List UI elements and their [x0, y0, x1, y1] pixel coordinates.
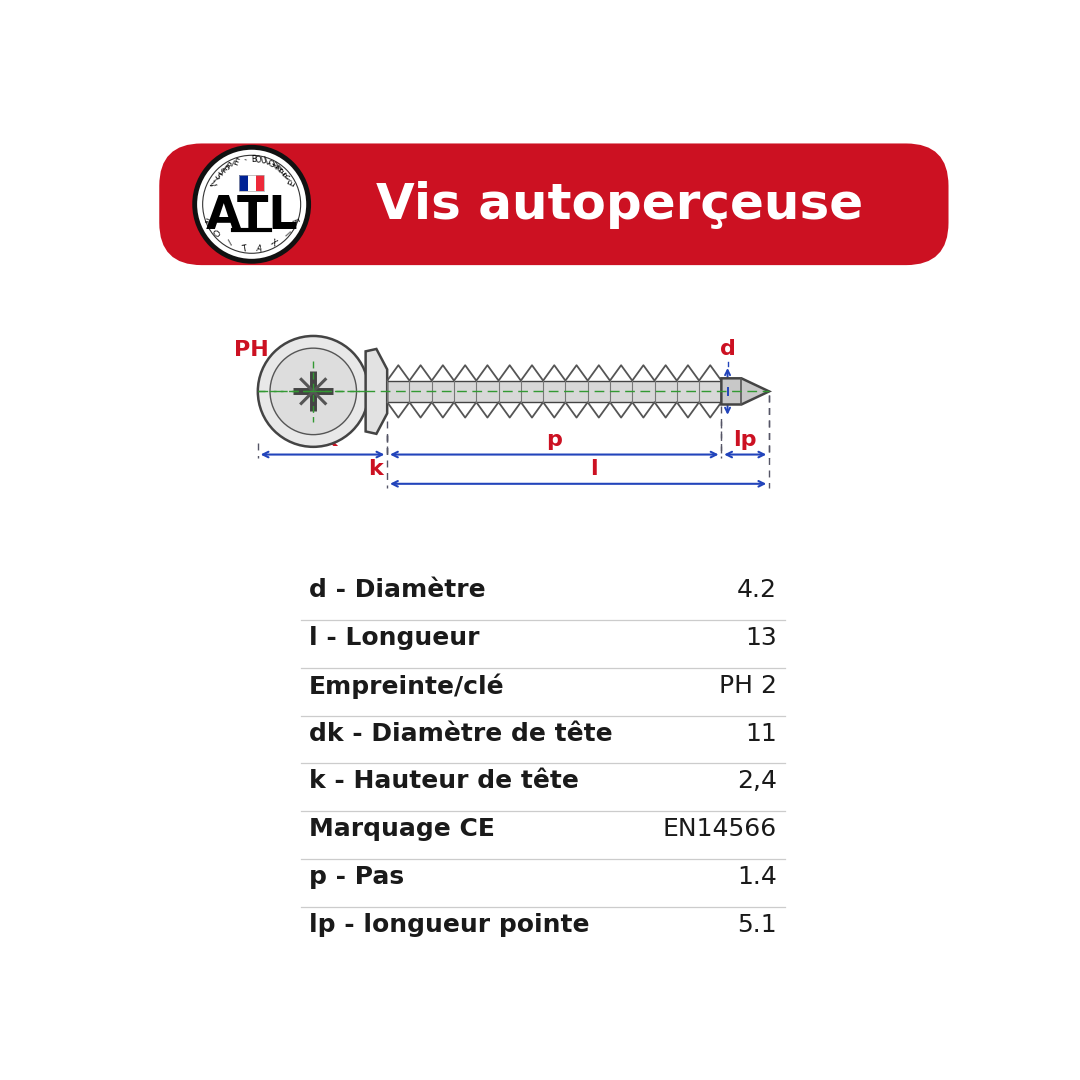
Text: O: O: [255, 154, 262, 165]
Text: ATL: ATL: [205, 194, 298, 239]
Text: lp: lp: [733, 430, 757, 450]
Text: E: E: [231, 158, 240, 167]
Text: I: I: [281, 230, 289, 238]
Polygon shape: [721, 378, 769, 405]
Text: EN14566: EN14566: [662, 818, 777, 841]
Text: l - Longueur: l - Longueur: [309, 626, 480, 650]
Text: Empreinte/clé: Empreinte/clé: [309, 673, 504, 699]
Text: l: l: [590, 459, 597, 480]
Text: Marquage CE: Marquage CE: [309, 818, 495, 841]
Text: O: O: [267, 159, 276, 170]
Text: 13: 13: [745, 626, 777, 650]
Text: 11: 11: [745, 721, 777, 745]
Text: d - Diamètre: d - Diamètre: [309, 579, 485, 603]
Text: I: I: [228, 160, 234, 168]
Text: T: T: [241, 244, 247, 254]
Text: S: S: [212, 171, 221, 180]
Text: E: E: [286, 179, 297, 188]
Text: 2,4: 2,4: [737, 769, 777, 794]
FancyBboxPatch shape: [159, 144, 948, 265]
Text: U: U: [259, 156, 268, 166]
Text: R: R: [222, 161, 232, 172]
Text: d: d: [719, 339, 735, 359]
Text: S: S: [215, 167, 225, 177]
Text: N: N: [275, 164, 285, 175]
Text: k: k: [368, 459, 382, 480]
Polygon shape: [366, 349, 387, 434]
Text: N: N: [204, 217, 215, 226]
Text: I: I: [227, 239, 233, 248]
Text: Vis autoperçeuse: Vis autoperçeuse: [377, 181, 864, 229]
Bar: [240, 175, 264, 191]
Text: k - Hauteur de tête: k - Hauteur de tête: [309, 769, 579, 794]
Text: I: I: [210, 176, 218, 184]
Text: lp - longueur pointe: lp - longueur pointe: [309, 913, 590, 936]
Text: I: I: [285, 176, 294, 184]
Text: PH 2: PH 2: [719, 674, 777, 698]
Bar: [256, 175, 264, 191]
Text: F: F: [288, 217, 298, 225]
Text: X: X: [269, 239, 279, 248]
Text: p - Pas: p - Pas: [309, 865, 404, 889]
Text: -: -: [243, 156, 246, 164]
Text: dk - Diamètre de tête: dk - Diamètre de tête: [309, 721, 612, 745]
Text: 1.4: 1.4: [737, 865, 777, 889]
Text: 5.1: 5.1: [738, 913, 777, 936]
Text: E: E: [218, 164, 228, 174]
Text: L: L: [265, 158, 271, 167]
Text: R: R: [282, 171, 292, 181]
Text: 4.2: 4.2: [737, 579, 777, 603]
Text: A: A: [256, 244, 262, 254]
Text: p: p: [546, 430, 563, 450]
Text: E: E: [279, 167, 288, 177]
Circle shape: [258, 336, 368, 447]
Circle shape: [270, 348, 356, 434]
Text: N: N: [271, 161, 281, 172]
Text: O: O: [213, 229, 224, 240]
Text: V: V: [206, 179, 217, 188]
Text: PH: PH: [234, 340, 269, 360]
Circle shape: [194, 147, 309, 261]
Bar: [387, 380, 721, 402]
Text: dk: dk: [307, 430, 338, 450]
Bar: [247, 175, 256, 191]
Text: B: B: [251, 154, 257, 164]
Bar: [240, 175, 247, 191]
